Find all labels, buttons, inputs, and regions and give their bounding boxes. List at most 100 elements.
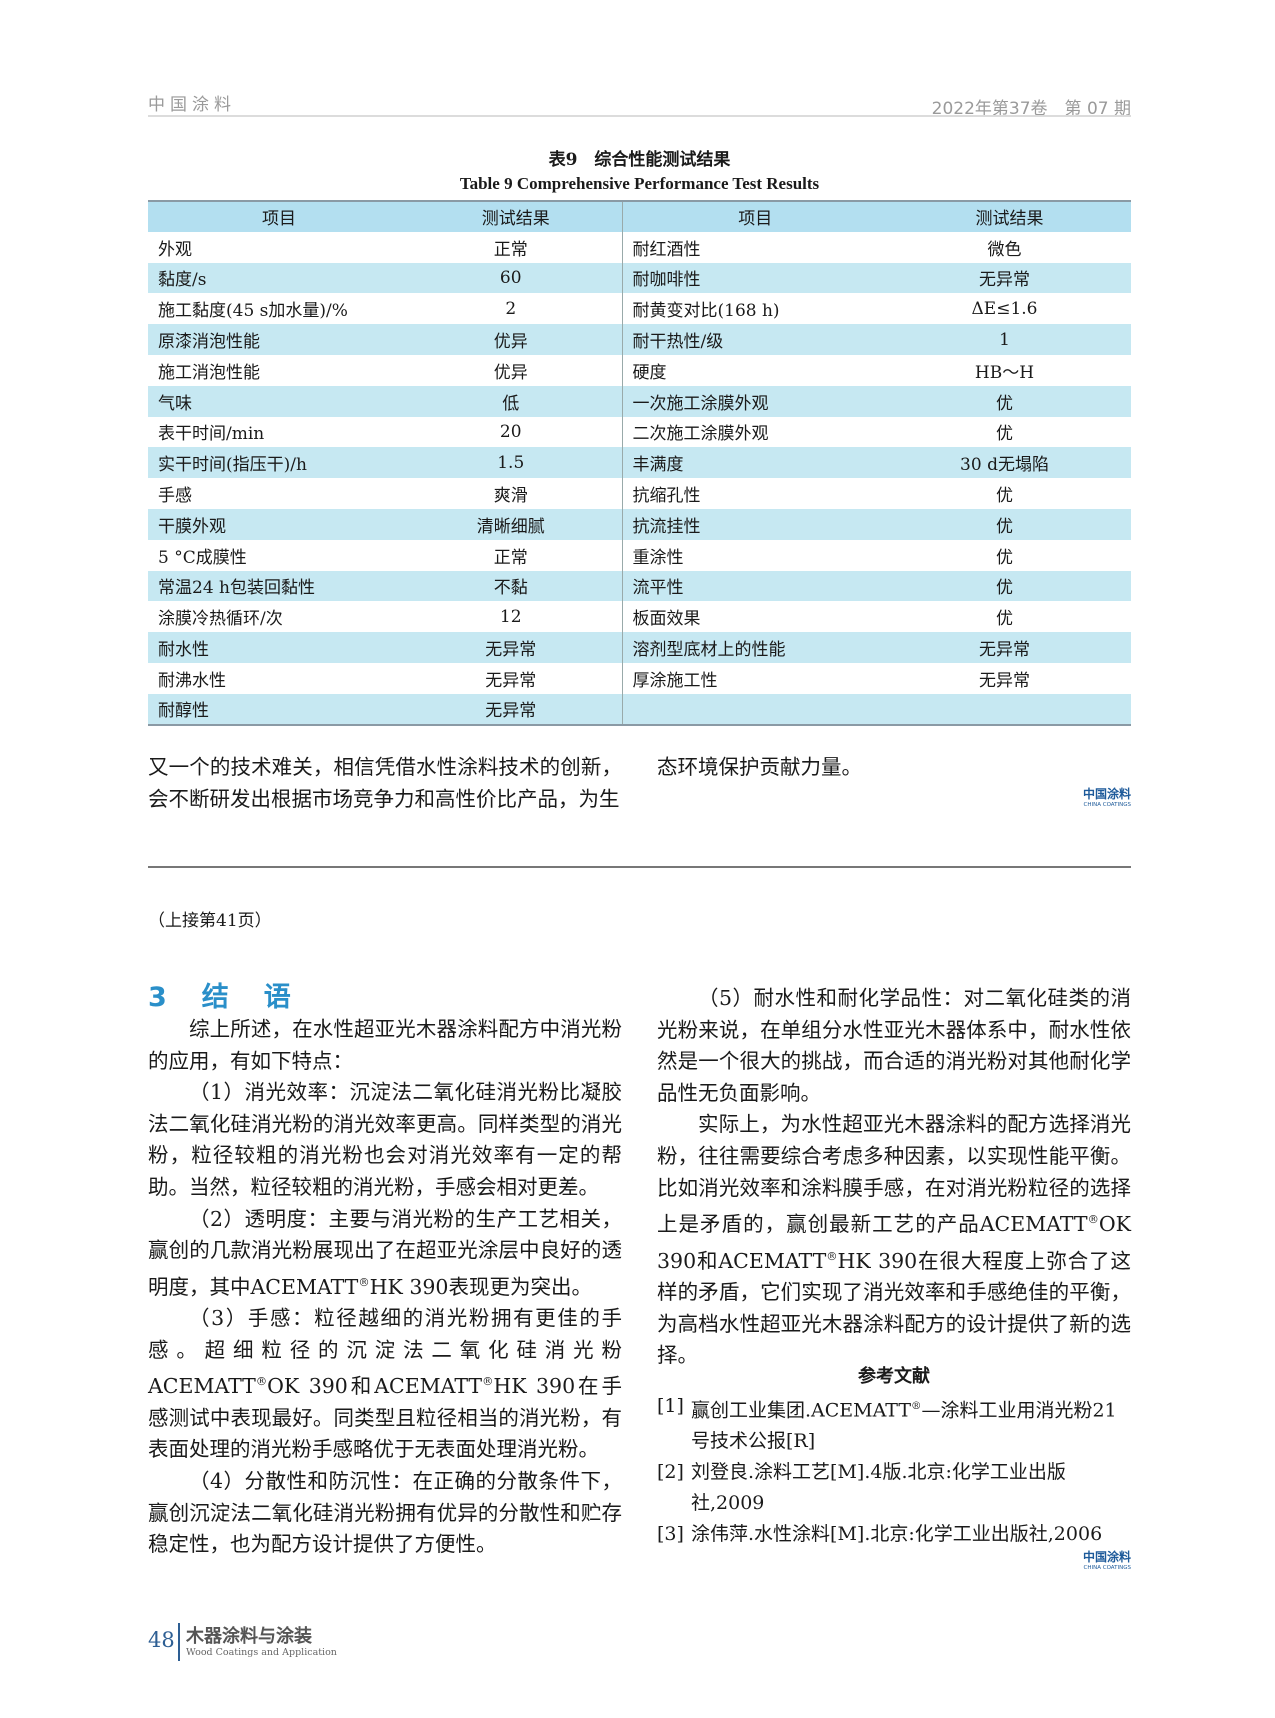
- result-cell: 微色: [987, 239, 1022, 260]
- result-cell: ΔE≤1.6: [971, 298, 1038, 319]
- footer-journal-cn: 木器涂料与涂装: [186, 1626, 312, 1647]
- reference-text: 刘登良.涂料工艺[M].4版.北京:化学工业出版社,2009: [691, 1461, 1066, 1515]
- footer-bar: [178, 1623, 180, 1661]
- table-row: 施工消泡性能 优异 硬度 HB～H: [148, 354, 1131, 386]
- item-cell: 耐咖啡性: [621, 262, 878, 294]
- table-row: 表干时间/min 20 二次施工涂膜外观 优: [148, 416, 1131, 448]
- item-cell: 重涂性: [621, 539, 878, 571]
- result-cell: 优: [996, 609, 1013, 630]
- result-cell: 无异常: [400, 632, 622, 663]
- item-cell: 施工黏度(45 s加水量)/%: [158, 301, 348, 322]
- result-cell: 无异常: [979, 670, 1030, 691]
- table-row: 耐沸水性 无异常 厚涂施工性 无异常: [148, 662, 1131, 694]
- result-cell: 优异: [400, 324, 622, 355]
- right-column: （5）耐水性和耐化学品性：对二氧化硅类的消光粉来说，在单组分水性亚光木器体系中，…: [657, 983, 1131, 1372]
- item-cell: 5 °C成膜性: [158, 547, 247, 568]
- table-caption-en: Table 9 Comprehensive Performance Test R…: [459, 174, 820, 193]
- column-header: 项目: [148, 201, 400, 232]
- table-row: 气味低一次施工涂膜外观优: [148, 385, 1131, 417]
- table-row: 实干时间(指压干)/h 1.5 丰满度 30 d无塌陷: [148, 447, 1131, 479]
- result-cell: 1.5: [400, 447, 622, 479]
- result-cell: 1: [878, 324, 1131, 355]
- item-cell: 黏度/s: [148, 262, 400, 294]
- result-cell: 无异常: [878, 632, 1131, 663]
- page-number: 48: [148, 1628, 175, 1652]
- table-header-row: 项目 测试结果 项目 测试结果: [148, 201, 1131, 232]
- footer-journal-en: Wood Coatings and Application: [186, 1647, 337, 1658]
- result-cell: 低: [400, 385, 622, 417]
- left-column: 综上所述，在水性超亚光木器涂料配方中消光粉的应用，有如下特点： （1）消光效率：…: [148, 1014, 622, 1561]
- article-divider: [148, 866, 1131, 868]
- paragraph: 综上所述，在水性超亚光木器涂料配方中消光粉的应用，有如下特点：: [148, 1017, 622, 1073]
- result-cell: 无异常: [878, 262, 1131, 294]
- table-row: 耐水性 无异常 溶剂型底材上的性能 无异常: [148, 632, 1131, 663]
- result-cell: 清晰细腻: [400, 508, 622, 540]
- result-cell: 无异常: [485, 670, 537, 691]
- reference-item: [1] 赢创工业集团.ACEMATT®—涂料工业用消光粉21号技术公报[R]: [657, 1391, 1131, 1457]
- item-cell: 抗流挂性: [621, 508, 878, 540]
- item-cell: 气味: [148, 385, 400, 417]
- result-cell: 爽滑: [493, 486, 528, 507]
- paragraph: （2）透明度：主要与消光粉的生产工艺相关，赢创的几款消光粉展现出了在超亚光涂层中…: [148, 1206, 622, 1299]
- item-cell: 外观: [158, 239, 192, 260]
- column-header: 项目: [621, 201, 878, 232]
- table-row: 耐醇性 无异常: [148, 693, 1131, 725]
- item-cell: 厚涂施工性: [621, 662, 878, 694]
- item-cell: 耐沸水性: [158, 670, 226, 691]
- performance-table: 项目 测试结果 项目 测试结果 外观 正常 耐红酒性 微色 黏度/s 60 耐咖啡性 无异常施…: [148, 200, 1131, 726]
- logo-en: CHINA COATINGS: [1083, 1565, 1131, 1571]
- result-cell: 20: [499, 421, 522, 442]
- paragraph: （1）消光效率：沉淀法二氧化硅消光粉比凝胶法二氧化硅消光粉的消光效率更高。同样类…: [148, 1080, 622, 1199]
- reference-item: [3] 涂伟萍.水性涂料[M].北京:化学工业出版社,2006: [657, 1519, 1131, 1550]
- item-cell: [621, 693, 878, 725]
- result-cell: 正常: [493, 547, 528, 568]
- china-coatings-logo: 中国涂料 CHINA COATINGS: [1083, 1548, 1131, 1571]
- result-cell: 优: [996, 547, 1013, 568]
- item-cell: 涂膜冷热循环/次: [158, 609, 283, 630]
- result-cell: 不黏: [400, 570, 622, 602]
- result-cell: [878, 693, 1131, 725]
- table-row: 5 °C成膜性 正常 重涂性 优: [148, 539, 1131, 571]
- item-cell: 板面效果: [621, 601, 878, 633]
- reference-text: 涂伟萍.水性涂料[M].北京:化学工业出版社,2006: [691, 1523, 1103, 1546]
- column-header: 测试结果: [878, 201, 1131, 232]
- item-cell: 表干时间/min: [158, 424, 265, 445]
- references-title: 参考文献: [858, 1366, 930, 1387]
- item-cell: 原漆消泡性能: [148, 324, 400, 355]
- item-cell: 耐水性: [148, 632, 400, 663]
- header-divider: [148, 115, 1131, 117]
- item-cell: 耐干热性/级: [621, 324, 878, 355]
- result-cell: 优: [996, 486, 1013, 507]
- result-cell: 2: [505, 298, 517, 319]
- result-cell: 优: [996, 424, 1013, 445]
- result-cell: 无异常: [400, 693, 622, 725]
- result-cell: 正常: [493, 239, 528, 260]
- result-cell: 优异: [493, 362, 528, 383]
- continued-text-left: 又一个的技术难关，相信凭借水性涂料技术的创新，会不断研发出根据市场竞争力和高性价…: [148, 755, 622, 811]
- item-cell: 二次施工涂膜外观: [621, 416, 878, 448]
- journal-name: 中国涂料: [148, 95, 236, 115]
- paragraph: （3）手感：粒径越细的消光粉拥有更佳的手感。超细粒径的沉淀法二氧化硅消光粉ACE…: [148, 1306, 623, 1462]
- column-header: 测试结果: [400, 201, 622, 232]
- table-row: 外观 正常 耐红酒性 微色: [148, 231, 1131, 263]
- issue-info: 2022年第37卷 第 07 期: [931, 99, 1131, 119]
- china-coatings-logo: 中国涂料 CHINA COATINGS: [1083, 785, 1131, 808]
- table-caption-cn: 表9 综合性能测试结果: [548, 150, 731, 170]
- item-cell: 常温24 h包装回黏性: [148, 570, 400, 602]
- reference-number: [2]: [657, 1461, 684, 1484]
- item-cell: 一次施工涂膜外观: [621, 385, 878, 417]
- continued-from-note: （上接第41页）: [148, 911, 272, 931]
- item-cell: 施工消泡性能: [158, 362, 260, 383]
- table-row: 施工黏度(45 s加水量)/% 2 耐黄变对比(168 h) ΔE≤1.6: [148, 293, 1131, 325]
- reference-number: [1]: [657, 1395, 684, 1417]
- item-cell: 硬度: [621, 354, 878, 386]
- table-row: 原漆消泡性能 优异 耐干热性/级 1: [148, 324, 1131, 355]
- reference-text: 赢创工业集团.ACEMATT®—涂料工业用消光粉21号技术公报[R]: [691, 1399, 1117, 1453]
- item-cell: 耐红酒性: [621, 231, 878, 263]
- continued-text-right: 态环境保护贡献力量。: [657, 755, 862, 779]
- table-row: 干膜外观 清晰细腻 抗流挂性优: [148, 508, 1131, 540]
- item-cell: 干膜外观: [148, 508, 400, 540]
- result-cell: 优: [878, 508, 1131, 540]
- references-list: [1] 赢创工业集团.ACEMATT®—涂料工业用消光粉21号技术公报[R] [2…: [657, 1391, 1131, 1550]
- result-cell: 60: [400, 262, 622, 294]
